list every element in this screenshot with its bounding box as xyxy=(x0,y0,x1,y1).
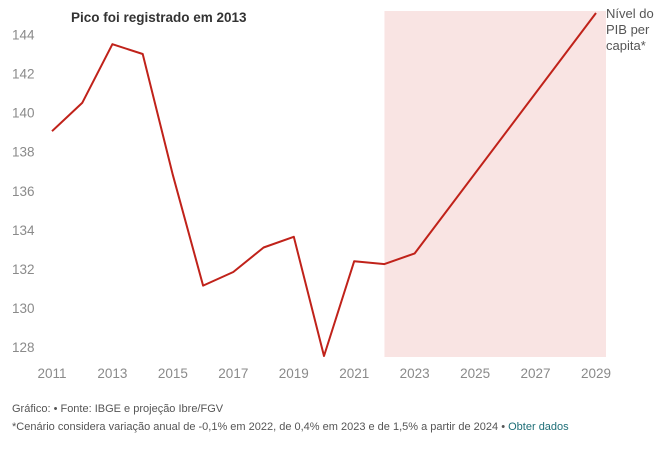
scenario-note: *Cenário considera variação anual de -0,… xyxy=(12,421,569,433)
y-axis-ticks: 128 130 132 134 136 138 140 142 144 xyxy=(12,27,35,355)
x-tick-label: 2015 xyxy=(158,366,188,381)
y-tick-label: 132 xyxy=(12,262,35,277)
chart-title: Pico foi registrado em 2013 xyxy=(71,10,247,25)
source-note: Gráfico: • Fonte: IBGE e projeção Ibre/F… xyxy=(12,403,224,415)
x-axis-ticks: 2011 2013 2015 2017 2019 2021 2023 2025 2027 2029 xyxy=(37,366,611,381)
x-tick-label: 2029 xyxy=(581,366,611,381)
x-tick-label: 2023 xyxy=(400,366,430,381)
y-tick-label: 130 xyxy=(12,301,35,316)
scenario-text: *Cenário considera variação anual de -0,… xyxy=(12,421,509,433)
x-tick-label: 2011 xyxy=(37,366,66,381)
x-tick-label: 2019 xyxy=(279,366,309,381)
x-tick-label: 2025 xyxy=(460,366,490,381)
y-tick-label: 136 xyxy=(12,184,35,199)
x-tick-label: 2017 xyxy=(218,366,248,381)
y-tick-label: 142 xyxy=(12,67,35,82)
get-data-link[interactable]: Obter dados xyxy=(508,421,569,433)
x-tick-label: 2013 xyxy=(97,366,127,381)
y-tick-label: 140 xyxy=(12,106,35,121)
y-tick-label: 134 xyxy=(12,223,35,238)
series-label: Nível do PIB per capita* xyxy=(606,6,654,53)
projection-shading xyxy=(384,11,606,357)
gdp-per-capita-line xyxy=(51,12,597,357)
y-tick-label: 138 xyxy=(12,145,35,160)
y-tick-label: 144 xyxy=(12,27,35,42)
x-tick-label: 2021 xyxy=(339,366,369,381)
x-tick-label: 2027 xyxy=(521,366,551,381)
y-tick-label: 128 xyxy=(12,340,35,355)
